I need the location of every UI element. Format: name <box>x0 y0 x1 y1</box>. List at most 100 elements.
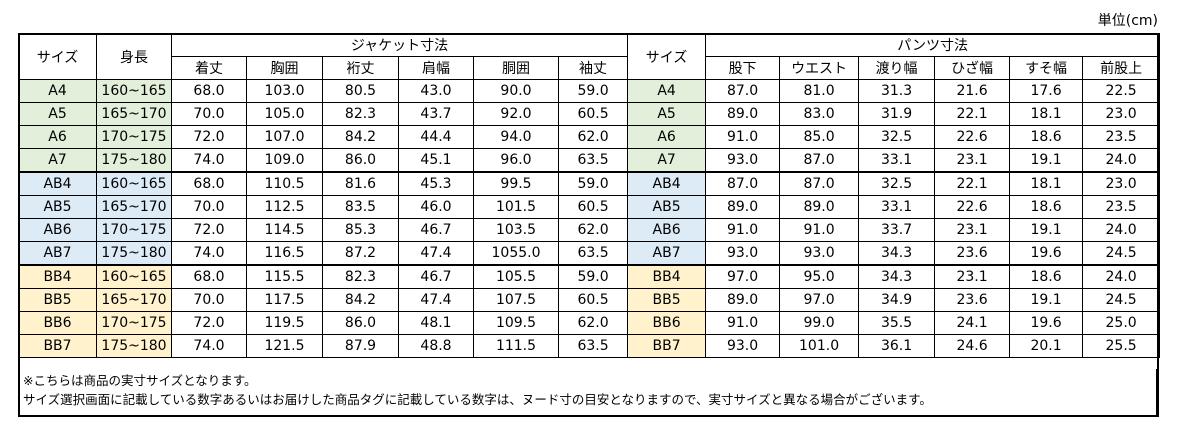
height-cell: 175~180 <box>96 334 172 358</box>
jacket-value-cell: 72.0 <box>171 218 247 242</box>
size-cell: BB5 <box>18 288 97 312</box>
pants-value-cell: 23.5 <box>1082 125 1161 149</box>
jacket-value-cell: 60.5 <box>557 102 629 126</box>
pants-value-cell: 97.0 <box>779 288 860 312</box>
jacket-value-cell: 96.0 <box>473 148 559 173</box>
jacket-value-cell: 109.5 <box>473 311 559 335</box>
jacket-value-cell: 105.0 <box>246 102 323 126</box>
jacket-value-cell: 84.2 <box>322 125 399 149</box>
pants-value-cell: 93.0 <box>705 241 781 266</box>
pants-value-cell: 19.1 <box>1009 288 1084 312</box>
jacket-value-cell: 60.5 <box>557 195 629 219</box>
pants-value-cell: 93.0 <box>779 241 860 266</box>
pants-value-cell: 33.1 <box>858 195 936 219</box>
pants-value-cell: 95.0 <box>779 264 860 289</box>
size-cell: AB4 <box>18 171 97 196</box>
table-row: AB4 160~165 68.0 110.5 81.6 45.3 99.5 59.0 AB4 87… <box>18 171 1161 196</box>
note-line-2: サイズ選択画面に記載している数字あるいはお届けした商品タグに記載している数字は、… <box>23 392 932 407</box>
jacket-value-cell: 94.0 <box>473 125 559 149</box>
pants-value-cell: 19.1 <box>1009 218 1084 242</box>
height-cell: 170~175 <box>96 218 172 242</box>
jacket-value-cell: 116.5 <box>246 241 323 266</box>
jacket-value-cell: 87.2 <box>322 241 399 266</box>
header-pants-col: 股下 <box>705 56 781 80</box>
jacket-value-cell: 68.0 <box>171 171 247 196</box>
pants-value-cell: 93.0 <box>705 148 781 173</box>
jacket-value-cell: 111.5 <box>473 334 559 358</box>
jacket-value-cell: 109.0 <box>246 148 323 173</box>
pants-value-cell: 89.0 <box>705 195 781 219</box>
jacket-value-cell: 103.0 <box>246 79 323 103</box>
pants-value-cell: 33.7 <box>858 218 936 242</box>
size-cell: A7 <box>18 148 97 173</box>
size-cell: A4 <box>18 79 97 103</box>
jacket-value-cell: 84.2 <box>322 288 399 312</box>
size-cell-2: A6 <box>627 125 707 149</box>
size-cell: AB7 <box>18 241 97 266</box>
jacket-value-cell: 48.1 <box>398 311 474 335</box>
size-cell: AB5 <box>18 195 97 219</box>
jacket-value-cell: 70.0 <box>171 288 247 312</box>
size-cell-2: AB5 <box>627 195 707 219</box>
size-cell: BB7 <box>18 334 97 358</box>
header-pants-col: すそ幅 <box>1009 56 1084 80</box>
jacket-value-cell: 87.9 <box>322 334 399 358</box>
pants-value-cell: 31.3 <box>858 79 936 103</box>
pants-value-cell: 18.1 <box>1009 102 1084 126</box>
pants-value-cell: 87.0 <box>705 79 781 103</box>
jacket-value-cell: 45.1 <box>398 148 474 173</box>
pants-value-cell: 24.0 <box>1082 264 1161 289</box>
header-jacket-col: 袖丈 <box>557 56 629 80</box>
height-cell: 170~175 <box>96 125 172 149</box>
jacket-value-cell: 112.5 <box>246 195 323 219</box>
height-cell: 175~180 <box>96 148 172 173</box>
pants-value-cell: 87.0 <box>779 148 860 173</box>
jacket-value-cell: 86.0 <box>322 311 399 335</box>
jacket-value-cell: 63.5 <box>557 241 629 266</box>
jacket-value-cell: 85.3 <box>322 218 399 242</box>
table-row: BB5 165~170 70.0 117.5 84.2 47.4 107.5 60.5 BB5 8… <box>18 288 1161 312</box>
pants-value-cell: 97.0 <box>705 264 781 289</box>
header-pants-col: 前股上 <box>1082 56 1161 80</box>
pants-value-cell: 24.0 <box>1082 218 1161 242</box>
unit-label: 単位(cm) <box>1097 13 1158 29</box>
table-row: A7 175~180 74.0 109.0 86.0 45.1 96.0 63.5 A7 93.0… <box>18 148 1161 173</box>
jacket-value-cell: 82.3 <box>322 264 399 289</box>
size-cell-2: A5 <box>627 102 707 126</box>
header-jacket-col: 着丈 <box>171 56 247 80</box>
jacket-value-cell: 1055.0 <box>473 241 559 266</box>
pants-value-cell: 83.0 <box>779 102 860 126</box>
jacket-value-cell: 82.3 <box>322 102 399 126</box>
pants-value-cell: 91.0 <box>705 218 781 242</box>
pants-value-cell: 24.5 <box>1082 288 1161 312</box>
header-pants-group: パンツ寸法 <box>705 33 1161 57</box>
header-height: 身長 <box>96 33 172 80</box>
jacket-value-cell: 72.0 <box>171 311 247 335</box>
height-cell: 175~180 <box>96 241 172 266</box>
header-jacket-col: 肩幅 <box>398 56 474 80</box>
height-cell: 170~175 <box>96 311 172 335</box>
jacket-value-cell: 74.0 <box>171 334 247 358</box>
jacket-value-cell: 70.0 <box>171 195 247 219</box>
size-cell-2: BB7 <box>627 334 707 358</box>
pants-value-cell: 34.3 <box>858 264 936 289</box>
pants-value-cell: 89.0 <box>705 102 781 126</box>
jacket-value-cell: 74.0 <box>171 241 247 266</box>
table-row: BB4 160~165 68.0 115.5 82.3 46.7 105.5 59.0 BB4 9… <box>18 264 1161 289</box>
height-cell: 165~170 <box>96 102 172 126</box>
pants-value-cell: 24.6 <box>934 334 1011 358</box>
table-body: A4 160~165 68.0 103.0 80.5 43.0 90.0 59.0 A4 87.0… <box>18 79 1161 358</box>
table-row: AB7 175~180 74.0 116.5 87.2 47.4 1055.0 63.5 AB7… <box>18 241 1161 266</box>
pants-value-cell: 20.1 <box>1009 334 1084 358</box>
jacket-value-cell: 47.4 <box>398 288 474 312</box>
header-jacket-col: 裄丈 <box>322 56 399 80</box>
header-size-2: サイズ <box>627 33 707 80</box>
jacket-value-cell: 107.5 <box>473 288 559 312</box>
pants-value-cell: 25.0 <box>1082 311 1161 335</box>
jacket-value-cell: 83.5 <box>322 195 399 219</box>
notes-box: ※こちらは商品の実寸サイズとなります。 サイズ選択画面に記載している数字あるいは… <box>18 369 1157 416</box>
pants-value-cell: 24.0 <box>1082 148 1161 173</box>
pants-value-cell: 18.6 <box>1009 195 1084 219</box>
header-size: サイズ <box>18 33 97 80</box>
jacket-value-cell: 92.0 <box>473 102 559 126</box>
